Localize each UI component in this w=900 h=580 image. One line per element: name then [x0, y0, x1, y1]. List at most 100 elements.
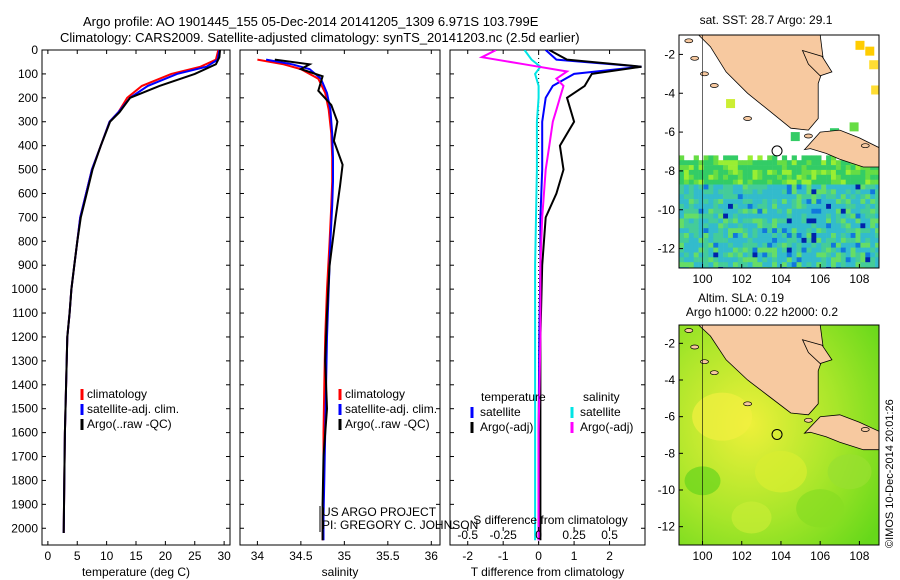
sst-pixel	[831, 155, 837, 161]
sst-pixel	[742, 208, 748, 214]
sst-pixel	[860, 262, 866, 268]
sst-pixel	[835, 213, 842, 219]
sst-pixel	[831, 233, 837, 239]
sst-pixel	[816, 223, 822, 229]
sst-pixel	[762, 257, 768, 263]
sst-pixel	[742, 233, 748, 239]
sst-pixel	[831, 208, 837, 214]
sst-pixel	[845, 203, 851, 210]
sst-pixel	[752, 257, 758, 263]
sst-pixel	[791, 203, 797, 210]
sst-pixel	[869, 60, 879, 70]
sst-pixel	[703, 242, 709, 248]
sst-pixel	[831, 160, 837, 166]
sst-pixel	[791, 165, 797, 171]
sst-pixel	[772, 165, 778, 171]
sst-pixel	[875, 189, 879, 195]
sst-pixel	[870, 223, 876, 229]
sst-pixel	[688, 199, 694, 205]
sst-pixel	[860, 203, 866, 210]
sst-pixel	[698, 242, 704, 248]
sst-pixel	[845, 174, 851, 180]
sst-pixel	[762, 242, 768, 248]
sst-pixel	[786, 247, 792, 253]
sst-pixel	[865, 208, 871, 214]
sst-pixel	[840, 199, 846, 205]
sst-pixel	[767, 174, 773, 180]
sst-pixel	[831, 218, 837, 224]
sst-pixel	[698, 247, 704, 253]
sla-map-frame	[678, 324, 880, 546]
sst-pixel	[870, 199, 876, 205]
sst-pixel	[737, 165, 743, 171]
sst-pixel	[752, 213, 758, 219]
sst-pixel	[821, 165, 827, 171]
sst-pixel	[762, 203, 768, 210]
sst-pixel	[698, 160, 704, 166]
sst-pixel	[726, 99, 736, 109]
sst-pixel	[713, 203, 719, 210]
temperature-plot-frame	[41, 49, 231, 546]
sst-pixel	[683, 189, 690, 195]
sst-pixel	[772, 213, 778, 219]
salinity-legend-label: satellite-adj. clim.	[345, 402, 437, 416]
sst-pixel	[777, 165, 783, 171]
sst-pixel	[693, 169, 699, 176]
sst-pixel	[742, 174, 748, 180]
sst-pixel	[718, 252, 724, 258]
sst-pixel	[821, 203, 827, 210]
sst-pixel	[781, 242, 788, 248]
sst-pixel	[718, 208, 724, 214]
sst-pixel	[757, 208, 763, 214]
sst-pixel	[683, 194, 690, 200]
sst-pixel	[811, 194, 817, 200]
sst-pixel	[801, 184, 807, 190]
sst-pixel	[831, 257, 837, 263]
sst-pixel	[752, 169, 758, 176]
sst-pixel	[781, 252, 788, 258]
sst-pixel	[752, 223, 758, 229]
sst-pixel	[772, 155, 778, 161]
sst-pixel	[728, 233, 734, 239]
sst-pixel	[713, 247, 719, 253]
sst-pixel	[816, 203, 822, 210]
sst-pixel	[845, 218, 851, 224]
sst-pixel	[718, 257, 724, 263]
sst-pixel	[708, 155, 714, 161]
sst-pixel	[718, 165, 724, 171]
sst-pixel	[742, 262, 748, 268]
sst-pixel	[703, 247, 709, 253]
sst-pixel	[781, 174, 788, 180]
sst-pixel	[777, 184, 783, 190]
sst-pixel	[767, 237, 773, 244]
sst-pixel	[845, 242, 851, 248]
sst-pixel	[683, 213, 690, 219]
temperature-xtick-label: 0	[45, 549, 52, 563]
sst-pixel	[845, 160, 851, 166]
sst-pixel	[816, 169, 822, 176]
credits-line2: PI: GREGORY C. JOHNSON	[322, 518, 478, 532]
sst-pixel	[698, 203, 704, 210]
sst-pixel	[865, 223, 871, 229]
sst-pixel	[855, 189, 861, 195]
sst-pixel	[777, 242, 783, 248]
sst-pixel	[806, 218, 812, 224]
sst-pixel	[752, 233, 758, 239]
sst-pixel	[845, 194, 851, 200]
sst-pixel	[703, 223, 709, 229]
sst-pixel	[821, 262, 827, 268]
sst-pixel	[713, 223, 719, 229]
sst-pixel	[728, 237, 734, 244]
sst-pixel	[860, 213, 866, 219]
sst-pixel	[713, 160, 719, 166]
sst-pixel	[723, 242, 729, 248]
sst-pixel	[801, 208, 807, 214]
sst-pixel	[806, 247, 812, 253]
sst-pixel	[835, 228, 842, 234]
sst-pixel	[742, 237, 748, 244]
difference-s-tick-label: -0.25	[490, 528, 518, 542]
sst-pixel	[786, 160, 792, 166]
temperature-ytick-label: 2000	[11, 521, 38, 535]
sst-pixel	[703, 262, 709, 268]
sst-pixel	[796, 194, 802, 200]
